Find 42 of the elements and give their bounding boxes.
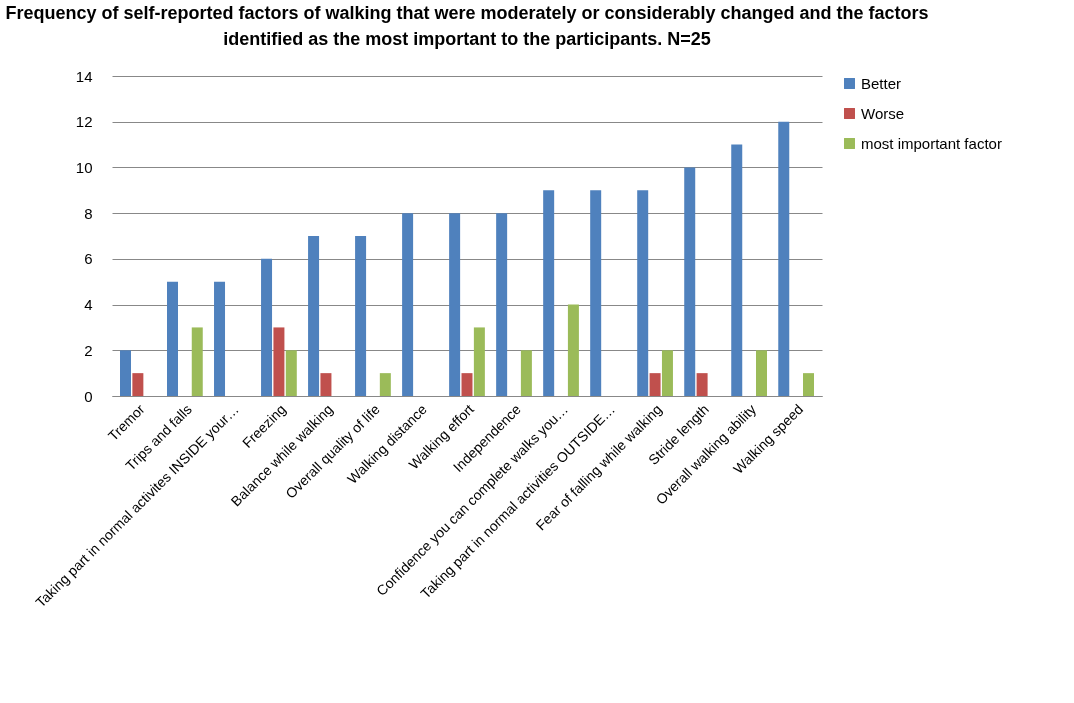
legend-label: Better [861, 74, 902, 92]
bar [214, 281, 226, 396]
chart-title: Frequency of self-reported factors of walking that were moderately or considerably changed and the factors identified as the most important to the participants. N=25 [5, 3, 929, 49]
bar [402, 213, 414, 396]
bar [696, 373, 708, 396]
y-tick-label: 2 [84, 341, 93, 359]
bar [803, 373, 815, 396]
bar [320, 373, 332, 396]
y-tick-label: 10 [75, 158, 93, 176]
bar [261, 258, 273, 396]
bar [449, 213, 461, 396]
bar [684, 167, 696, 396]
bar [191, 327, 203, 396]
y-tick-label: 8 [84, 204, 93, 222]
bar [755, 350, 767, 396]
bar [473, 327, 485, 396]
bar [119, 350, 131, 396]
bar [167, 281, 179, 396]
bar [637, 190, 649, 396]
bar [661, 350, 673, 396]
bar [731, 144, 743, 396]
bar [355, 236, 367, 396]
bar [308, 236, 320, 396]
bar [649, 373, 661, 396]
y-tick-label: 14 [75, 67, 93, 85]
bar [543, 190, 555, 396]
bar [496, 213, 508, 396]
bar [285, 350, 297, 396]
bar [273, 327, 285, 396]
bar [778, 121, 790, 396]
bar [567, 304, 579, 396]
bar [132, 373, 144, 396]
y-tick-label: 0 [84, 387, 93, 405]
bar [379, 373, 391, 396]
y-tick-label: 12 [75, 113, 93, 131]
y-tick-label: 6 [84, 250, 93, 268]
y-tick-label: 4 [84, 296, 93, 314]
bar [590, 190, 602, 396]
legend-label: most important factor [861, 134, 1002, 152]
bar [520, 350, 532, 396]
legend-label: Worse [861, 104, 905, 122]
bar [461, 373, 473, 396]
